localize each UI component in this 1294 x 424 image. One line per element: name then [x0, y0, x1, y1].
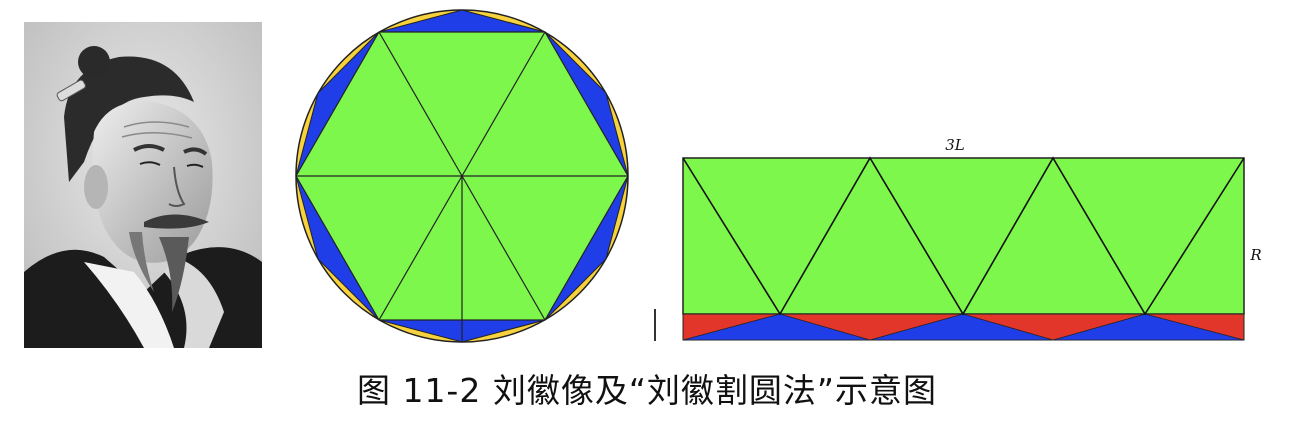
- liu-hui-portrait: [24, 22, 262, 348]
- rectangle-rearrangement-diagram: 3L R: [682, 136, 1262, 341]
- figure-caption: 图 11-2 刘徽像及“刘徽割圆法”示意图: [356, 371, 938, 410]
- circle-cutting-diagram: [295, 9, 629, 343]
- blue-segments: [682, 313, 1245, 341]
- side-label: R: [1249, 246, 1261, 264]
- top-label: 3L: [945, 136, 965, 154]
- divider-mark: [654, 309, 656, 341]
- green-rectangle: [682, 157, 1245, 315]
- hexagon-radii: [296, 31, 628, 342]
- triangle-zigzag: [682, 156, 1245, 316]
